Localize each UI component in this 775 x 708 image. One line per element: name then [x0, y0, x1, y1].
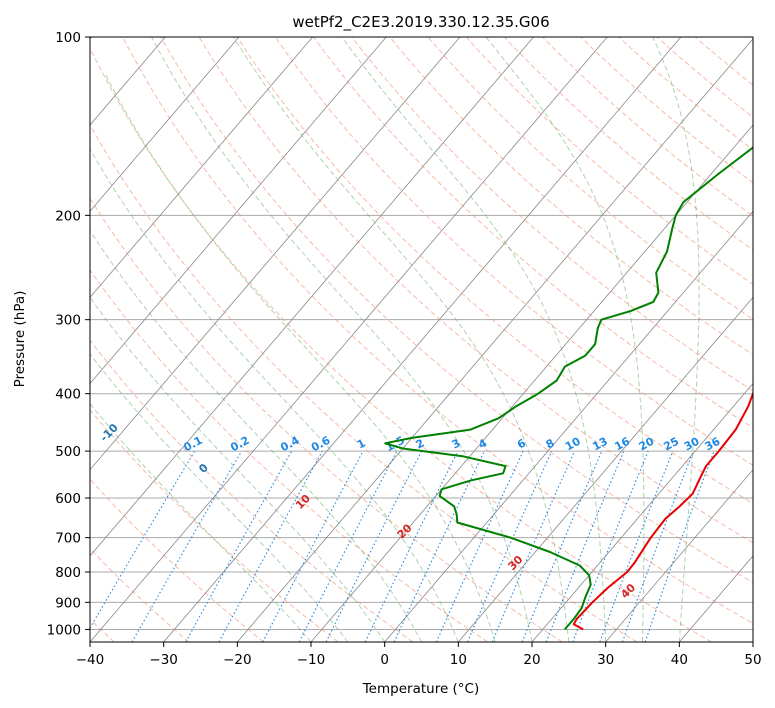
- isotherm-line: [90, 37, 461, 471]
- isotherm-line: [310, 124, 753, 642]
- moist-adiabat-line: [90, 229, 422, 642]
- dry-adiabat-line: [313, 37, 753, 429]
- isotherm-line: [90, 37, 608, 642]
- x-tick-label: −20: [223, 652, 252, 668]
- dry-adiabat-line: [90, 339, 414, 642]
- moist-adiabat-line: [485, 37, 645, 642]
- mixing-ratio-label: 16: [612, 435, 632, 454]
- mixing-ratio-label: 20: [637, 435, 657, 454]
- mixing-ratio-line: [435, 450, 524, 642]
- isotherm-line: [90, 37, 240, 212]
- y-tick-label: 900: [55, 595, 81, 611]
- dry-adiabat-line: [503, 37, 753, 251]
- mixing-ratio-line: [325, 450, 423, 642]
- x-tick-label: 0: [380, 652, 389, 668]
- y-tick-label: 500: [55, 444, 81, 460]
- y-tick-label: 600: [55, 491, 81, 507]
- mixing-ratio-line: [599, 450, 674, 642]
- y-tick-label: 700: [55, 531, 81, 547]
- mixing-ratio-label: 25: [661, 435, 681, 454]
- mixing-ratio-line: [90, 450, 196, 630]
- isotherm-line: [605, 469, 753, 642]
- moist-adiabat-line: [90, 403, 312, 642]
- isotherm-line: [237, 38, 753, 642]
- mixing-ratio-line: [185, 450, 293, 642]
- mixing-ratio-line: [218, 450, 323, 642]
- dry-adiabat-line: [90, 47, 712, 642]
- axis-ticks: −40 −30 −20 −10 0 10 20 30 40 50 1000 900 800 700 600 5…: [47, 30, 762, 668]
- x-tick-label: 10: [450, 652, 467, 668]
- mixing-ratio-line: [393, 450, 485, 642]
- profile-series: [384, 146, 753, 631]
- y-tick-label: 100: [55, 30, 81, 46]
- mixing-ratio-line: [644, 450, 715, 642]
- x-tick-label: 20: [523, 652, 540, 668]
- moist-adiabat-line: [90, 353, 349, 642]
- mixing-ratio-line: [491, 450, 576, 642]
- mixing-ratio-line: [262, 450, 364, 642]
- mixing-ratio-line: [298, 450, 398, 642]
- isotherm-line: [90, 37, 313, 298]
- y-tick-label: 200: [55, 208, 81, 224]
- isotherm-line: [384, 210, 753, 642]
- moist-adiabat-line: [151, 37, 533, 642]
- x-tick-label: −10: [297, 652, 326, 668]
- plot-frame: [89, 36, 754, 643]
- moist-adiabat-line: [104, 72, 496, 642]
- dry-adiabat-line: [90, 478, 264, 642]
- mixing-ratio-line: [131, 450, 243, 642]
- isotherm-line: [90, 37, 534, 557]
- dry-adiabat-line: [90, 197, 563, 642]
- dry-adiabat-line: [427, 37, 753, 320]
- dry-adiabat-line: [160, 37, 753, 584]
- x-axis-label: Temperature (°C): [362, 681, 480, 697]
- mixing-ratio-label: 30: [682, 435, 702, 454]
- mixing-ratio-label: 10: [563, 435, 583, 454]
- mixing-ratio-line: [572, 450, 649, 642]
- plot-area: [90, 37, 753, 642]
- y-tick-label: 300: [55, 313, 81, 329]
- x-tick-label: 30: [597, 652, 614, 668]
- mixing-ratio-line: [621, 450, 694, 642]
- moist-adiabat-line: [341, 37, 607, 642]
- y-axis-label: Pressure (hPa): [12, 291, 28, 388]
- y-tick-label: 1000: [47, 622, 81, 638]
- dewpoint-profile-line: [384, 146, 753, 631]
- dry-adiabat-line: [198, 37, 753, 544]
- moist-adiabat-line: [90, 296, 386, 642]
- temperature-profile-line: [572, 390, 753, 631]
- mixing-ratio-line: [364, 450, 459, 642]
- dry-adiabat-line: [580, 37, 753, 184]
- isotherm-line: [458, 296, 753, 642]
- gridlines: [90, 37, 753, 642]
- mixing-ratio-label: 13: [590, 435, 610, 454]
- y-tick-label: 800: [55, 565, 81, 581]
- isotherm-line: [531, 382, 753, 642]
- x-tick-label: 40: [671, 652, 688, 668]
- moist-adiabat-line: [90, 148, 459, 642]
- moist-adiabat-line: [233, 37, 570, 642]
- x-tick-label: −30: [149, 652, 178, 668]
- mixing-ratio-label: 36: [703, 435, 723, 454]
- isotherm-line: [90, 37, 387, 385]
- y-tick-label: 400: [55, 387, 81, 403]
- moist-adiabat-line: [652, 37, 700, 642]
- dry-adiabat-line: [236, 37, 753, 505]
- dry-adiabat-line: [122, 37, 753, 624]
- thermo-overlays: [90, 37, 753, 642]
- dry-adiabat-line: [351, 37, 753, 392]
- x-tick-label: 50: [744, 652, 761, 668]
- chart-title: wetPf2_C2E3.2019.330.12.35.G06: [292, 13, 549, 32]
- mixing-ratio-line: [521, 450, 603, 642]
- dry-adiabat-line: [90, 123, 638, 642]
- isotherm-line: [163, 37, 682, 642]
- x-tick-label: −40: [76, 652, 105, 668]
